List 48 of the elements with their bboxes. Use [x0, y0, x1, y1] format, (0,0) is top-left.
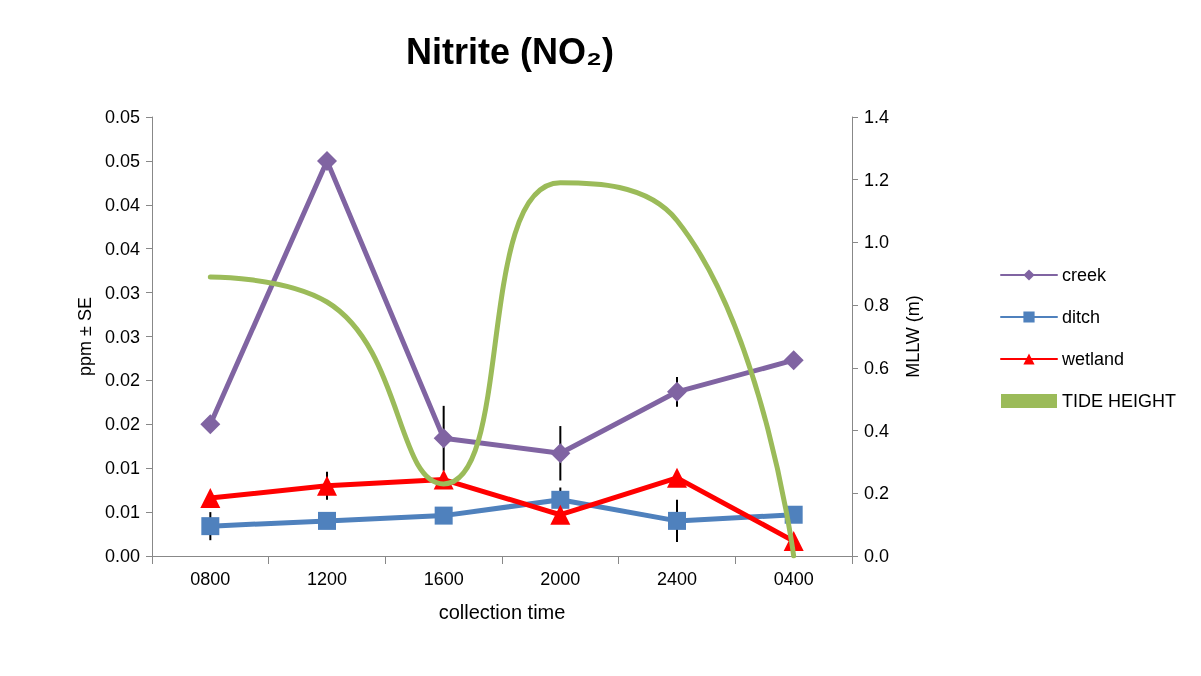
point	[201, 517, 220, 536]
point	[433, 428, 454, 449]
point	[317, 475, 337, 496]
x-tick-label: 1200	[306, 569, 348, 589]
point	[668, 511, 686, 530]
y-tick-label: 0.03	[104, 326, 140, 347]
point	[434, 506, 453, 525]
y2-tick-label: 1.0	[864, 232, 890, 253]
y-tick-label: 0.02	[104, 370, 140, 391]
chart-title: Nitrite (NO₂)	[406, 30, 614, 72]
legend-label: TIDE HEIGHT	[1062, 391, 1177, 411]
y-tick-label: 0.05	[104, 150, 140, 171]
point	[317, 150, 337, 171]
point	[200, 488, 221, 509]
y-tick-label: 0.04	[104, 194, 140, 215]
x-tick-label: 0800	[190, 569, 231, 589]
y2-tick-label: 0.8	[864, 295, 890, 316]
point	[550, 504, 571, 525]
y-tick-label: 0.03	[104, 282, 140, 303]
y2-tick-label: 0.6	[864, 357, 890, 378]
y-tick-label: 0.04	[104, 238, 140, 259]
y-tick-label: 0.01	[104, 458, 140, 479]
point	[551, 490, 570, 509]
y2-tick-label: 0.2	[864, 483, 890, 504]
legend-label: ditch	[1062, 307, 1101, 327]
y2-tick-label: 0.4	[864, 420, 890, 441]
y-axis-title: ppm ± SE	[75, 297, 96, 376]
point	[667, 381, 687, 402]
point	[318, 511, 336, 530]
y-tick-label: 0.01	[104, 502, 140, 523]
x-axis-title: collection time	[438, 601, 566, 623]
y-tick-label: 0.00	[104, 546, 140, 566]
y2-tick-label: 0.0	[864, 546, 890, 566]
y2-axis-title: MLLW (m)	[903, 295, 923, 378]
legend-label: creek	[1062, 265, 1108, 285]
point	[200, 414, 221, 435]
y-tick-label: 0.05	[104, 107, 140, 127]
x-tick-label: 2400	[656, 569, 698, 589]
point	[783, 350, 804, 371]
legend-label: wetland	[1061, 349, 1125, 369]
point	[667, 467, 687, 488]
point	[550, 443, 571, 464]
x-tick-label: 1600	[423, 569, 464, 589]
x-tick-label: 2000	[540, 569, 581, 589]
y2-tick-label: 1.4	[864, 107, 890, 127]
x-tick-label: 0400	[773, 569, 814, 589]
y-tick-label: 0.02	[104, 414, 140, 435]
y2-tick-label: 1.2	[864, 169, 890, 190]
